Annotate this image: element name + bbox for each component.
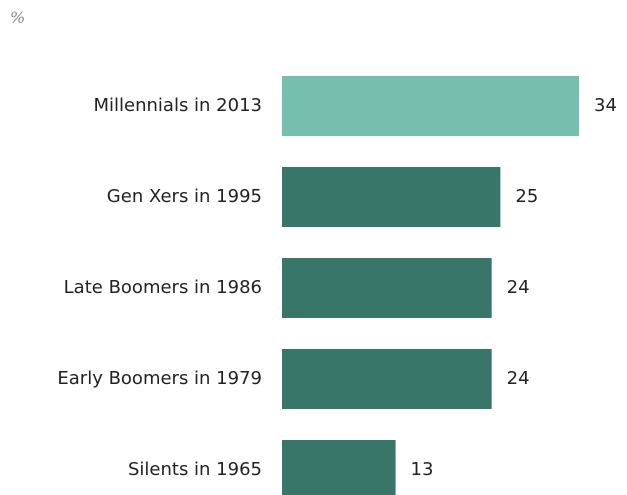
value-label: 34	[594, 95, 617, 116]
bar	[282, 76, 579, 136]
category-label: Late Boomers in 1986	[64, 277, 262, 298]
value-label: 13	[411, 459, 434, 480]
category-label: Millennials in 2013	[94, 95, 263, 116]
bar	[282, 349, 492, 409]
value-label: 24	[507, 277, 530, 298]
bar	[282, 167, 500, 227]
category-label: Early Boomers in 1979	[57, 368, 262, 389]
bar	[282, 258, 492, 318]
bar	[282, 440, 396, 495]
category-label: Silents in 1965	[128, 459, 262, 480]
value-label: 24	[507, 368, 530, 389]
category-label: Gen Xers in 1995	[107, 186, 262, 207]
value-label: 25	[515, 186, 538, 207]
